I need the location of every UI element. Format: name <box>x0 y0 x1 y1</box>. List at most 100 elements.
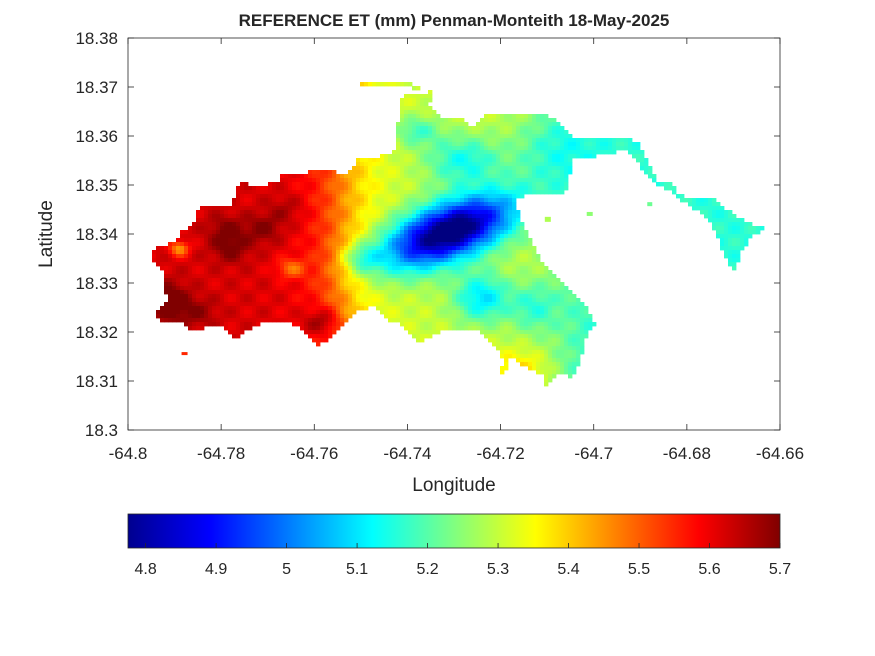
heatmap-cell <box>444 326 449 331</box>
colorbar-tick-label: 5.4 <box>557 561 579 578</box>
heatmap-cell <box>480 230 485 235</box>
heatmap-cell <box>444 270 449 275</box>
heatmap-speck <box>181 352 188 356</box>
heatmap-cell <box>212 274 217 279</box>
heatmap-cell <box>480 178 485 183</box>
heatmap-cell <box>592 154 597 159</box>
heatmap-cell <box>444 190 449 195</box>
heatmap-cell <box>404 82 409 87</box>
heatmap-cell <box>476 290 481 295</box>
heatmap-cell <box>408 158 413 163</box>
heatmap-cell <box>296 210 301 215</box>
heatmap-cell <box>420 314 425 319</box>
heatmap-cell <box>524 238 529 243</box>
heatmap-cell <box>508 254 513 259</box>
heatmap-cell <box>272 194 277 199</box>
heatmap-cell <box>344 198 349 203</box>
heatmap-cell <box>240 270 245 275</box>
heatmap-cell <box>288 198 293 203</box>
heatmap-cell <box>216 226 221 231</box>
heatmap-cell <box>292 222 297 227</box>
heatmap-cell <box>400 214 405 219</box>
heatmap-cell <box>504 302 509 307</box>
heatmap-cell <box>540 142 545 147</box>
heatmap-cell <box>480 278 485 283</box>
heatmap-cell <box>648 166 653 171</box>
heatmap-cell <box>288 270 293 275</box>
heatmap-cell <box>368 230 373 235</box>
heatmap-cell <box>408 82 413 87</box>
heatmap-cell <box>264 286 269 291</box>
heatmap-cell <box>416 330 421 335</box>
heatmap-cell <box>580 302 585 307</box>
heatmap-cell <box>520 222 525 227</box>
heatmap-cell <box>340 310 345 315</box>
heatmap-cell <box>492 166 497 171</box>
heatmap-cell <box>500 350 505 355</box>
heatmap-cell <box>488 302 493 307</box>
heatmap-cell <box>408 110 413 115</box>
heatmap-cell <box>564 302 569 307</box>
heatmap-cell <box>244 226 249 231</box>
heatmap-cell <box>176 274 181 279</box>
heatmap-cell <box>304 294 309 299</box>
heatmap-cell <box>736 218 741 223</box>
heatmap-cell <box>548 306 553 311</box>
heatmap-cell <box>708 210 713 215</box>
heatmap-cell <box>484 318 489 323</box>
heatmap-cell <box>232 274 237 279</box>
heatmap-cell <box>520 158 525 163</box>
heatmap-cell <box>268 274 273 279</box>
heatmap-cell <box>160 318 165 323</box>
heatmap-cell <box>716 202 721 207</box>
heatmap-cell <box>432 134 437 139</box>
heatmap-cell <box>536 266 541 271</box>
heatmap-cell <box>300 306 305 311</box>
heatmap-cell <box>548 178 553 183</box>
heatmap-cell <box>504 138 509 143</box>
heatmap-cell <box>716 210 721 215</box>
heatmap-cell <box>168 318 173 323</box>
heatmap-cell <box>216 278 221 283</box>
heatmap-cell <box>480 262 485 267</box>
heatmap-cell <box>368 298 373 303</box>
heatmap-cell <box>516 178 521 183</box>
heatmap-cell <box>320 298 325 303</box>
heatmap-cell <box>556 354 561 359</box>
heatmap-cell <box>212 298 217 303</box>
heatmap-cell <box>276 186 281 191</box>
heatmap-cell <box>440 306 445 311</box>
colorbar-ticks: 4.8 4.9 5 5.1 5.2 5.3 5.4 5.5 5.6 5.7 <box>134 543 791 578</box>
heatmap-cell <box>184 294 189 299</box>
heatmap-cell <box>492 314 497 319</box>
heatmap-cell <box>460 294 465 299</box>
heatmap-cell <box>200 258 205 263</box>
heatmap-cell <box>500 298 505 303</box>
heatmap-cell <box>404 174 409 179</box>
heatmap-cell <box>472 234 477 239</box>
heatmap-cell <box>280 230 285 235</box>
heatmap-cell <box>388 178 393 183</box>
heatmap-cell <box>412 130 417 135</box>
heatmap-cell <box>424 114 429 119</box>
heatmap-cell <box>436 202 441 207</box>
heatmap-cell <box>352 222 357 227</box>
heatmap-cell <box>256 246 261 251</box>
heatmap-cell <box>468 134 473 139</box>
heatmap-cell <box>504 242 509 247</box>
heatmap-cell <box>504 314 509 319</box>
heatmap-cell <box>312 298 317 303</box>
heatmap-cell <box>252 254 257 259</box>
heatmap-cell <box>516 334 521 339</box>
heatmap-cell <box>380 206 385 211</box>
heatmap-cell <box>472 186 477 191</box>
heatmap-cell <box>408 222 413 227</box>
heatmap-cell <box>308 298 313 303</box>
heatmap-cell <box>192 282 197 287</box>
heatmap-cell <box>544 302 549 307</box>
heatmap-cell <box>408 266 413 271</box>
heatmap-cell <box>252 282 257 287</box>
heatmap-cell <box>524 266 529 271</box>
heatmap-cell <box>304 274 309 279</box>
heatmap-cell <box>376 166 381 171</box>
